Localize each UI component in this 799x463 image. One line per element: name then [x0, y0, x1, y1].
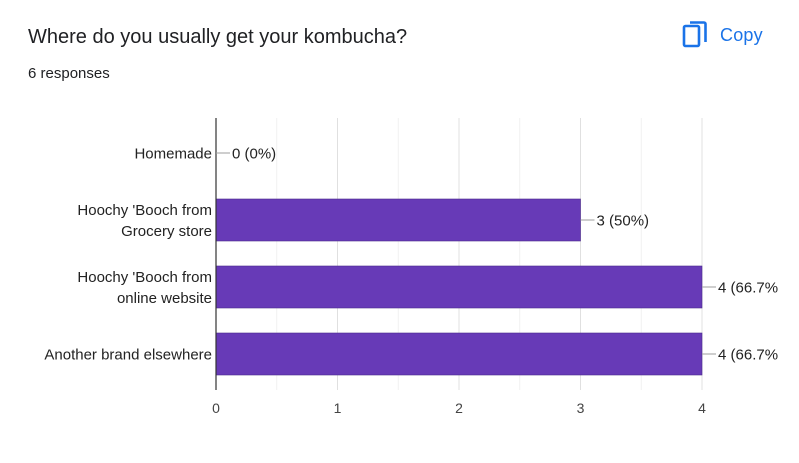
- x-tick-label: 2: [455, 400, 463, 416]
- x-tick-label: 3: [577, 400, 585, 416]
- data-label: 3 (50%): [597, 213, 650, 230]
- category-label: Hoochy 'Booch from online website: [77, 269, 212, 307]
- data-label: 0 (0%): [232, 146, 276, 163]
- question-title: Where do you usually get your kombucha?: [28, 26, 408, 48]
- x-tick-label: 1: [334, 400, 342, 416]
- axes: 0 1 2 3 4: [212, 118, 706, 416]
- labels: Homemade 0 (0%) Hoochy 'Booch from Grocery …: [44, 146, 778, 364]
- copy-icon: [682, 21, 707, 48]
- data-label: 4 (66.7%: [718, 280, 778, 297]
- bar: [215, 265, 703, 309]
- bar: [215, 332, 703, 376]
- data-label: 4 (66.7%: [718, 347, 778, 364]
- response-count: 6 responses: [28, 65, 110, 82]
- x-tick-label: 0: [212, 400, 220, 416]
- category-label: Another brand elsewhere: [44, 347, 212, 364]
- copy-button[interactable]: Copy: [676, 18, 769, 52]
- bar: [215, 198, 581, 242]
- x-tick-label: 4: [698, 400, 706, 416]
- category-label: Homemade: [134, 146, 212, 163]
- category-label: Hoochy 'Booch from Grocery store: [77, 202, 212, 240]
- copy-button-label: Copy: [720, 24, 763, 45]
